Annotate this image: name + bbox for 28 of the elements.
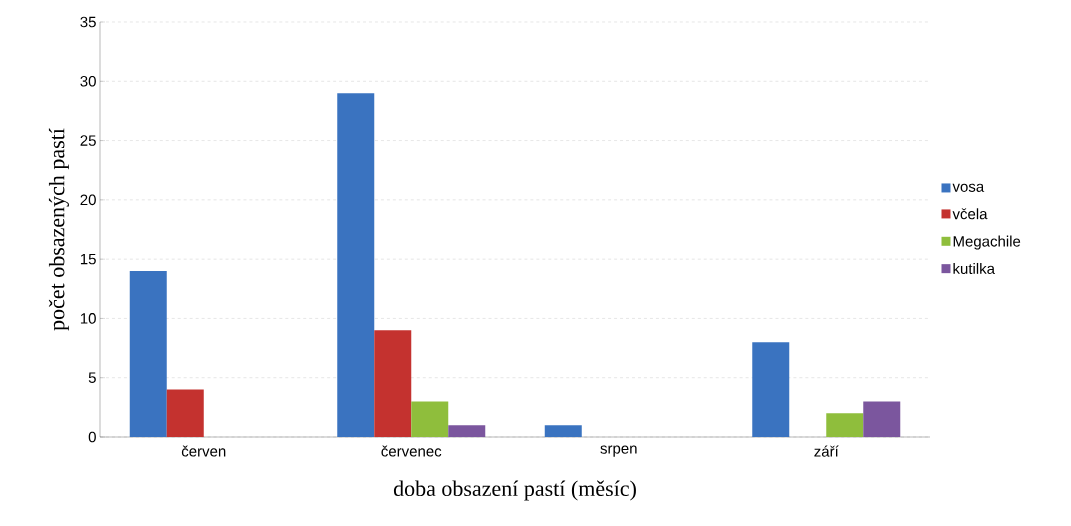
bar — [863, 401, 901, 437]
bar — [337, 93, 375, 437]
legend-label: kutilka — [953, 262, 995, 274]
bar — [411, 401, 449, 437]
x-tick-label: září — [814, 445, 839, 457]
bar — [166, 389, 204, 437]
y-tick-label: 35 — [80, 16, 96, 28]
bar — [129, 271, 167, 437]
bar — [544, 425, 582, 437]
legend-label: vosa — [952, 183, 985, 192]
bar — [374, 330, 412, 437]
y-tick-label: 20 — [80, 194, 96, 206]
y-tick-label: 30 — [80, 75, 96, 87]
x-axis-title: doba obsazení pastí (měsíc) — [393, 480, 636, 501]
y-tick-label: 15 — [80, 253, 96, 265]
x-tick-label: červen — [181, 445, 226, 457]
bar — [448, 425, 486, 437]
y-tick-label: 25 — [80, 135, 96, 146]
bar — [826, 413, 864, 437]
y-tick-label: 0 — [88, 431, 96, 443]
y-tick-label: 10 — [80, 313, 96, 324]
legend-label: Megachile — [953, 235, 1021, 250]
x-tick-label: červenec — [381, 445, 442, 457]
legend-label: včela — [952, 208, 988, 220]
y-tick-label: 5 — [88, 372, 96, 383]
x-tick-label: srpen — [600, 445, 637, 457]
y-axis-title: počet obsazených pastí — [48, 128, 69, 331]
bar — [752, 342, 790, 437]
